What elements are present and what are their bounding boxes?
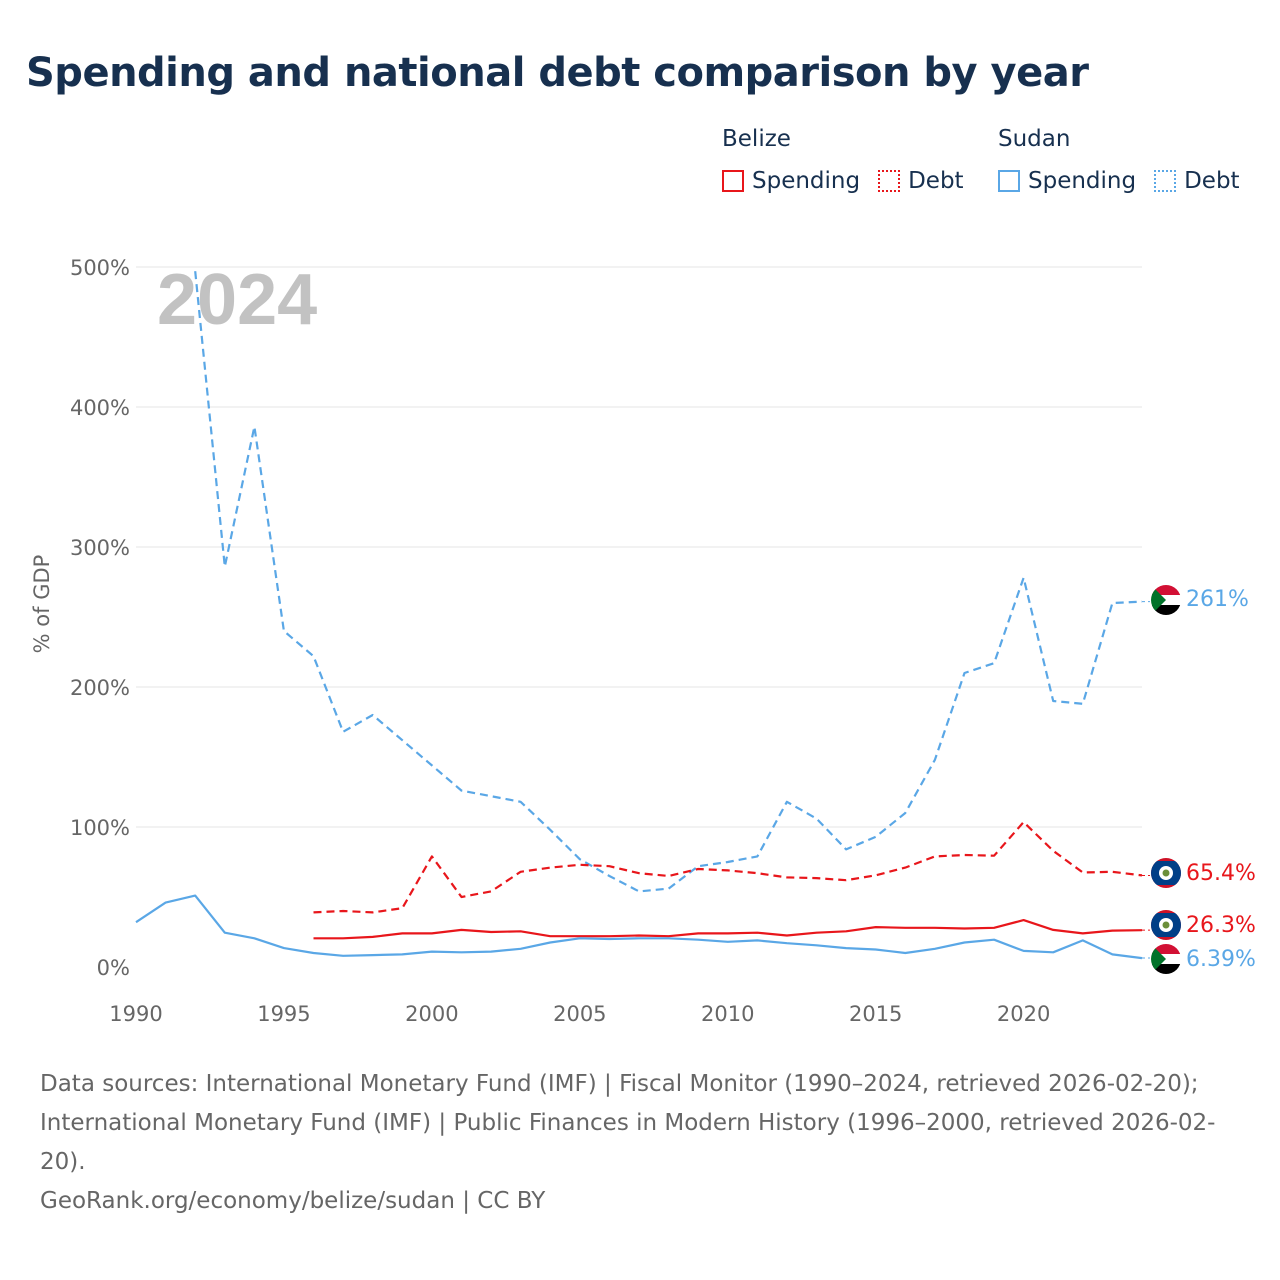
end-label-belize-spending: 26.3%	[1186, 913, 1256, 938]
y-tick-label: 200%	[70, 676, 130, 700]
legend-belize: Belize Spending Debt	[722, 122, 982, 198]
legend-swatch-solid	[722, 170, 744, 192]
end-label-belize-debt: 65.4%	[1186, 861, 1256, 886]
legend-swatch-dotted	[878, 170, 901, 192]
data-source-note: Data sources: International Monetary Fun…	[40, 1065, 1240, 1221]
sudan-flag-icon	[1151, 585, 1181, 615]
legend-sudan-debt[interactable]: Debt	[1154, 168, 1240, 194]
legend-sudan-spending[interactable]: Spending	[998, 168, 1136, 194]
x-tick-label: 1990	[109, 1002, 162, 1026]
y-tick-label: 400%	[70, 396, 130, 420]
y-axis-title: % of GDP	[30, 555, 54, 654]
legend-swatch-solid	[998, 170, 1020, 192]
series-line-sudan-debt[interactable]	[194, 271, 1143, 893]
x-tick-label: 2005	[553, 1002, 606, 1026]
year-watermark: 2024	[157, 260, 317, 340]
y-tick-label: 100%	[70, 816, 130, 840]
gridlines	[136, 266, 1142, 828]
end-label-sudan-spending: 6.39%	[1186, 947, 1256, 972]
legend-group-name: Belize	[722, 126, 791, 152]
legend-entry-label: Spending	[1028, 168, 1137, 194]
x-tick-label: 2010	[701, 1002, 754, 1026]
legend-sudan: Sudan Spending Debt	[998, 122, 1258, 198]
source-attribution[interactable]: GeoRank.org/economy/belize/sudan | CC BY	[40, 1188, 546, 1214]
series-line-sudan-spending[interactable]	[135, 894, 1143, 960]
belize-flag-icon	[1151, 858, 1181, 888]
y-tick-label: 500%	[70, 256, 130, 280]
line-chart: % of GDP 0% 100% 200% 300% 400% 500% 1990 1995 2…	[30, 256, 1256, 1026]
legend-entry-label: Debt	[908, 168, 964, 194]
legend-entry-label: Spending	[752, 168, 861, 194]
chart-title: Spending and national debt comparison by…	[26, 50, 1089, 96]
series-line-belize-spending[interactable]	[313, 918, 1143, 940]
x-tick-label: 2000	[405, 1002, 458, 1026]
legend-swatch-dotted	[1154, 170, 1177, 192]
axes: % of GDP 0% 100% 200% 300% 400% 500% 1990 1995 2…	[30, 256, 1050, 1026]
source-citation: Data sources: International Monetary Fun…	[40, 1071, 1216, 1175]
legend-entry-label: Debt	[1184, 168, 1240, 194]
x-tick-label: 2015	[849, 1002, 902, 1026]
legend-belize-debt[interactable]: Debt	[878, 168, 964, 194]
x-tick-label: 1995	[257, 1002, 310, 1026]
belize-flag-icon	[1151, 910, 1181, 940]
y-tick-label: 300%	[70, 536, 130, 560]
x-tick-label: 2020	[997, 1002, 1050, 1026]
series-line-belize-debt[interactable]	[313, 820, 1143, 914]
sudan-flag-icon	[1151, 944, 1181, 974]
y-tick-label: 0%	[97, 956, 130, 980]
legend-belize-spending[interactable]: Spending	[722, 168, 860, 194]
legend-group-name: Sudan	[998, 126, 1071, 152]
end-label-sudan-debt: 261%	[1186, 587, 1249, 612]
series	[135, 271, 1150, 960]
